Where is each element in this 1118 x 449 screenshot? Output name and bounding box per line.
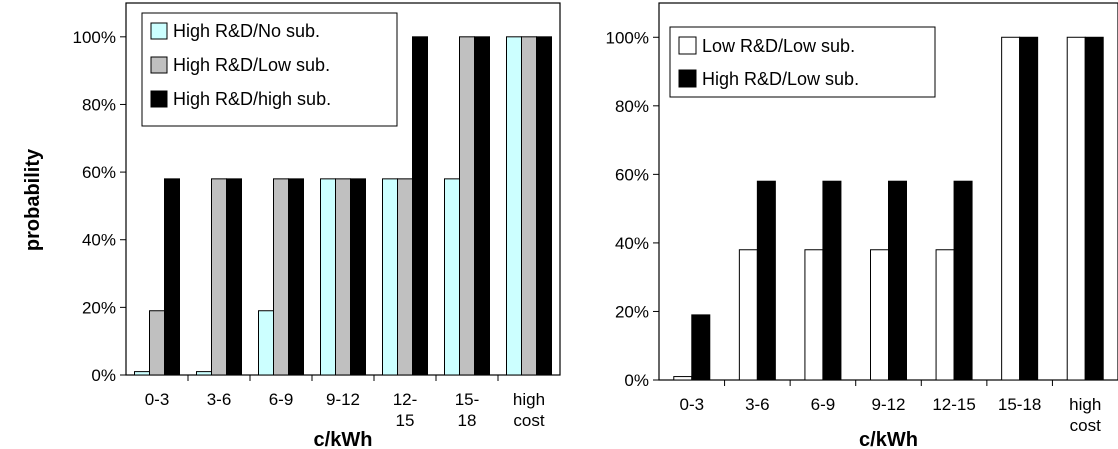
bar (804, 249, 824, 381)
bar (350, 178, 366, 376)
y-tick-label: 0% (91, 366, 116, 385)
legend-label: High R&D/Low sub. (173, 55, 330, 75)
legend-swatch (150, 22, 168, 40)
bar (1001, 36, 1021, 381)
bar (149, 310, 165, 376)
x-axis-title: c/kWh (314, 429, 373, 449)
bar (691, 314, 711, 381)
x-tick-label: high cost (513, 390, 545, 430)
bar (196, 371, 212, 376)
legend-box (141, 12, 398, 127)
legend-swatch (678, 69, 697, 88)
y-tick-label: 60% (615, 165, 649, 184)
bar (382, 178, 398, 376)
y-tick-label: 20% (615, 302, 649, 321)
x-tick-label: 12-15 (393, 390, 418, 430)
y-tick-label: 80% (82, 95, 116, 114)
bar (738, 249, 758, 381)
x-tick-label: 6-9 (269, 390, 294, 409)
bar (1084, 36, 1104, 381)
bar (258, 310, 274, 376)
bar (335, 178, 351, 376)
bar (273, 178, 289, 376)
bar (320, 178, 336, 376)
x-tick-label: 6-9 (811, 395, 836, 414)
y-tick-label: 60% (82, 163, 116, 182)
legend-swatch (150, 56, 168, 74)
y-tick-label: 80% (615, 97, 649, 116)
x-tick-label: 0-3 (679, 395, 704, 414)
bar (673, 376, 693, 381)
bar (444, 178, 460, 376)
x-tick-label: 3-6 (207, 390, 232, 409)
bar (164, 178, 180, 376)
y-tick-label: 0% (624, 371, 649, 390)
chart-left: 0% 20% 40% 60% 80% 100% 0-3 3-6 6-9 9-12 12-15 15-1… (73, 2, 561, 449)
bar (412, 36, 428, 376)
x-tick-label: 0-3 (145, 390, 170, 409)
y-tick-label: 100% (606, 28, 649, 47)
y-tick-label: 40% (615, 234, 649, 253)
x-tick-label: 12-15 (932, 395, 975, 414)
legend-label: Low R&D/Low sub. (702, 36, 855, 56)
x-axis-title: c/kWh (859, 429, 918, 449)
bar (134, 371, 150, 376)
bar (521, 36, 537, 376)
legend-label: High R&D/Low sub. (702, 69, 859, 89)
chart-right: 0% 20% 40% 60% 80% 100% 0-3 3-6 6-9 9-12 12-15 15-1… (606, 2, 1118, 449)
legend: Low R&D/Low sub. High R&D/Low sub. (669, 26, 936, 98)
bar (211, 178, 227, 376)
bar (397, 178, 413, 376)
y-tick-label: 100% (73, 28, 116, 47)
legend-label: High R&D/No sub. (173, 21, 320, 41)
bar (1066, 36, 1086, 381)
x-tick-label: 15-18 (455, 390, 480, 430)
bar (935, 249, 955, 381)
bar (953, 180, 973, 381)
bar (474, 36, 490, 376)
bar (536, 36, 552, 376)
y-axis-title: probability (22, 148, 44, 251)
bar (888, 180, 907, 381)
legend-swatch (678, 36, 697, 55)
x-tick-label: 15-18 (998, 395, 1041, 414)
x-tick-label: high cost (1069, 395, 1101, 435)
legend: High R&D/No sub. High R&D/Low sub. High R&… (141, 12, 398, 127)
bar (822, 180, 842, 381)
x-tick-label: 9-12 (326, 390, 360, 409)
x-tick-label: 3-6 (745, 395, 770, 414)
bar (506, 36, 522, 376)
bar (870, 249, 889, 381)
y-tick-label: 20% (82, 298, 116, 317)
x-tick-label: 9-12 (871, 395, 905, 414)
bar (459, 36, 475, 376)
bar (756, 180, 776, 381)
legend-box (669, 26, 936, 98)
bar (288, 178, 304, 376)
bar (1019, 36, 1039, 381)
bar (226, 178, 242, 376)
legend-swatch (150, 90, 168, 108)
y-tick-label: 40% (82, 231, 116, 250)
legend-label: High R&D/high sub. (173, 89, 331, 109)
